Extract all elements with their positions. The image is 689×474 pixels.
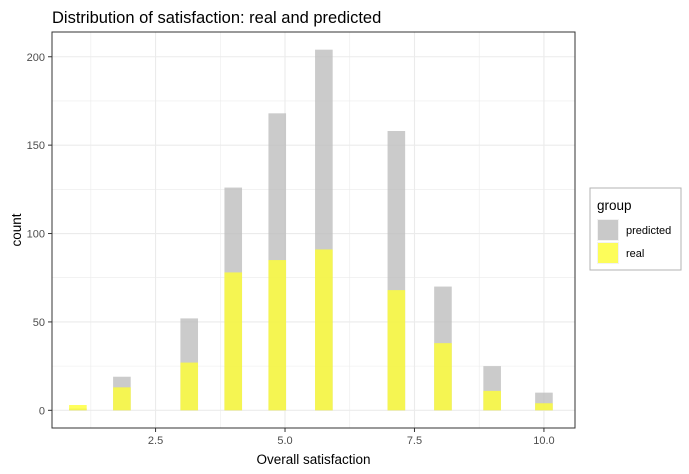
bar-real [268,260,287,411]
y-tick-label: 200 [27,52,45,64]
legend-label: real [626,248,644,260]
grid-minor [52,32,575,428]
y-tick-label: 0 [39,405,45,417]
bar-real [434,343,452,411]
plot-panel [51,31,576,429]
legend-key [598,220,618,240]
y-tick-label: 150 [27,140,45,152]
legend: group predicted real [589,187,682,271]
y-axis-title: count [9,213,24,246]
plot-background [52,32,575,428]
plot-border [51,31,576,429]
x-tick-label: 10.0 [533,435,554,447]
legend-label: predicted [626,225,671,237]
x-tick-label: 7.5 [407,435,422,447]
bar-real [180,362,199,411]
legend-title: group [597,198,632,213]
legend-item-predicted: predicted [597,219,671,241]
x-tick-label: 5.0 [277,435,292,447]
bar-real [224,272,243,411]
x-axis-title: Overall satisfaction [256,452,370,467]
legend-key [598,243,618,263]
legend-item-real: real [597,242,644,264]
bar-real [535,403,553,411]
x-tick-label: 2.5 [148,435,163,447]
bar-real [315,249,333,411]
bar-real [113,387,131,411]
y-tick-label: 50 [33,317,45,329]
bar-real [69,405,87,411]
chart-title: Distribution of satisfaction: real and p… [52,9,381,27]
series-real [69,249,553,411]
y-axis: 0 50 100 150 200 [27,52,52,417]
y-tick-label: 100 [27,229,45,241]
legend-items: predicted real [597,219,671,264]
bars [69,49,553,411]
x-axis: 2.5 5.0 7.5 10.0 [148,428,555,447]
bar-real [387,290,406,411]
bar-real [483,390,501,411]
